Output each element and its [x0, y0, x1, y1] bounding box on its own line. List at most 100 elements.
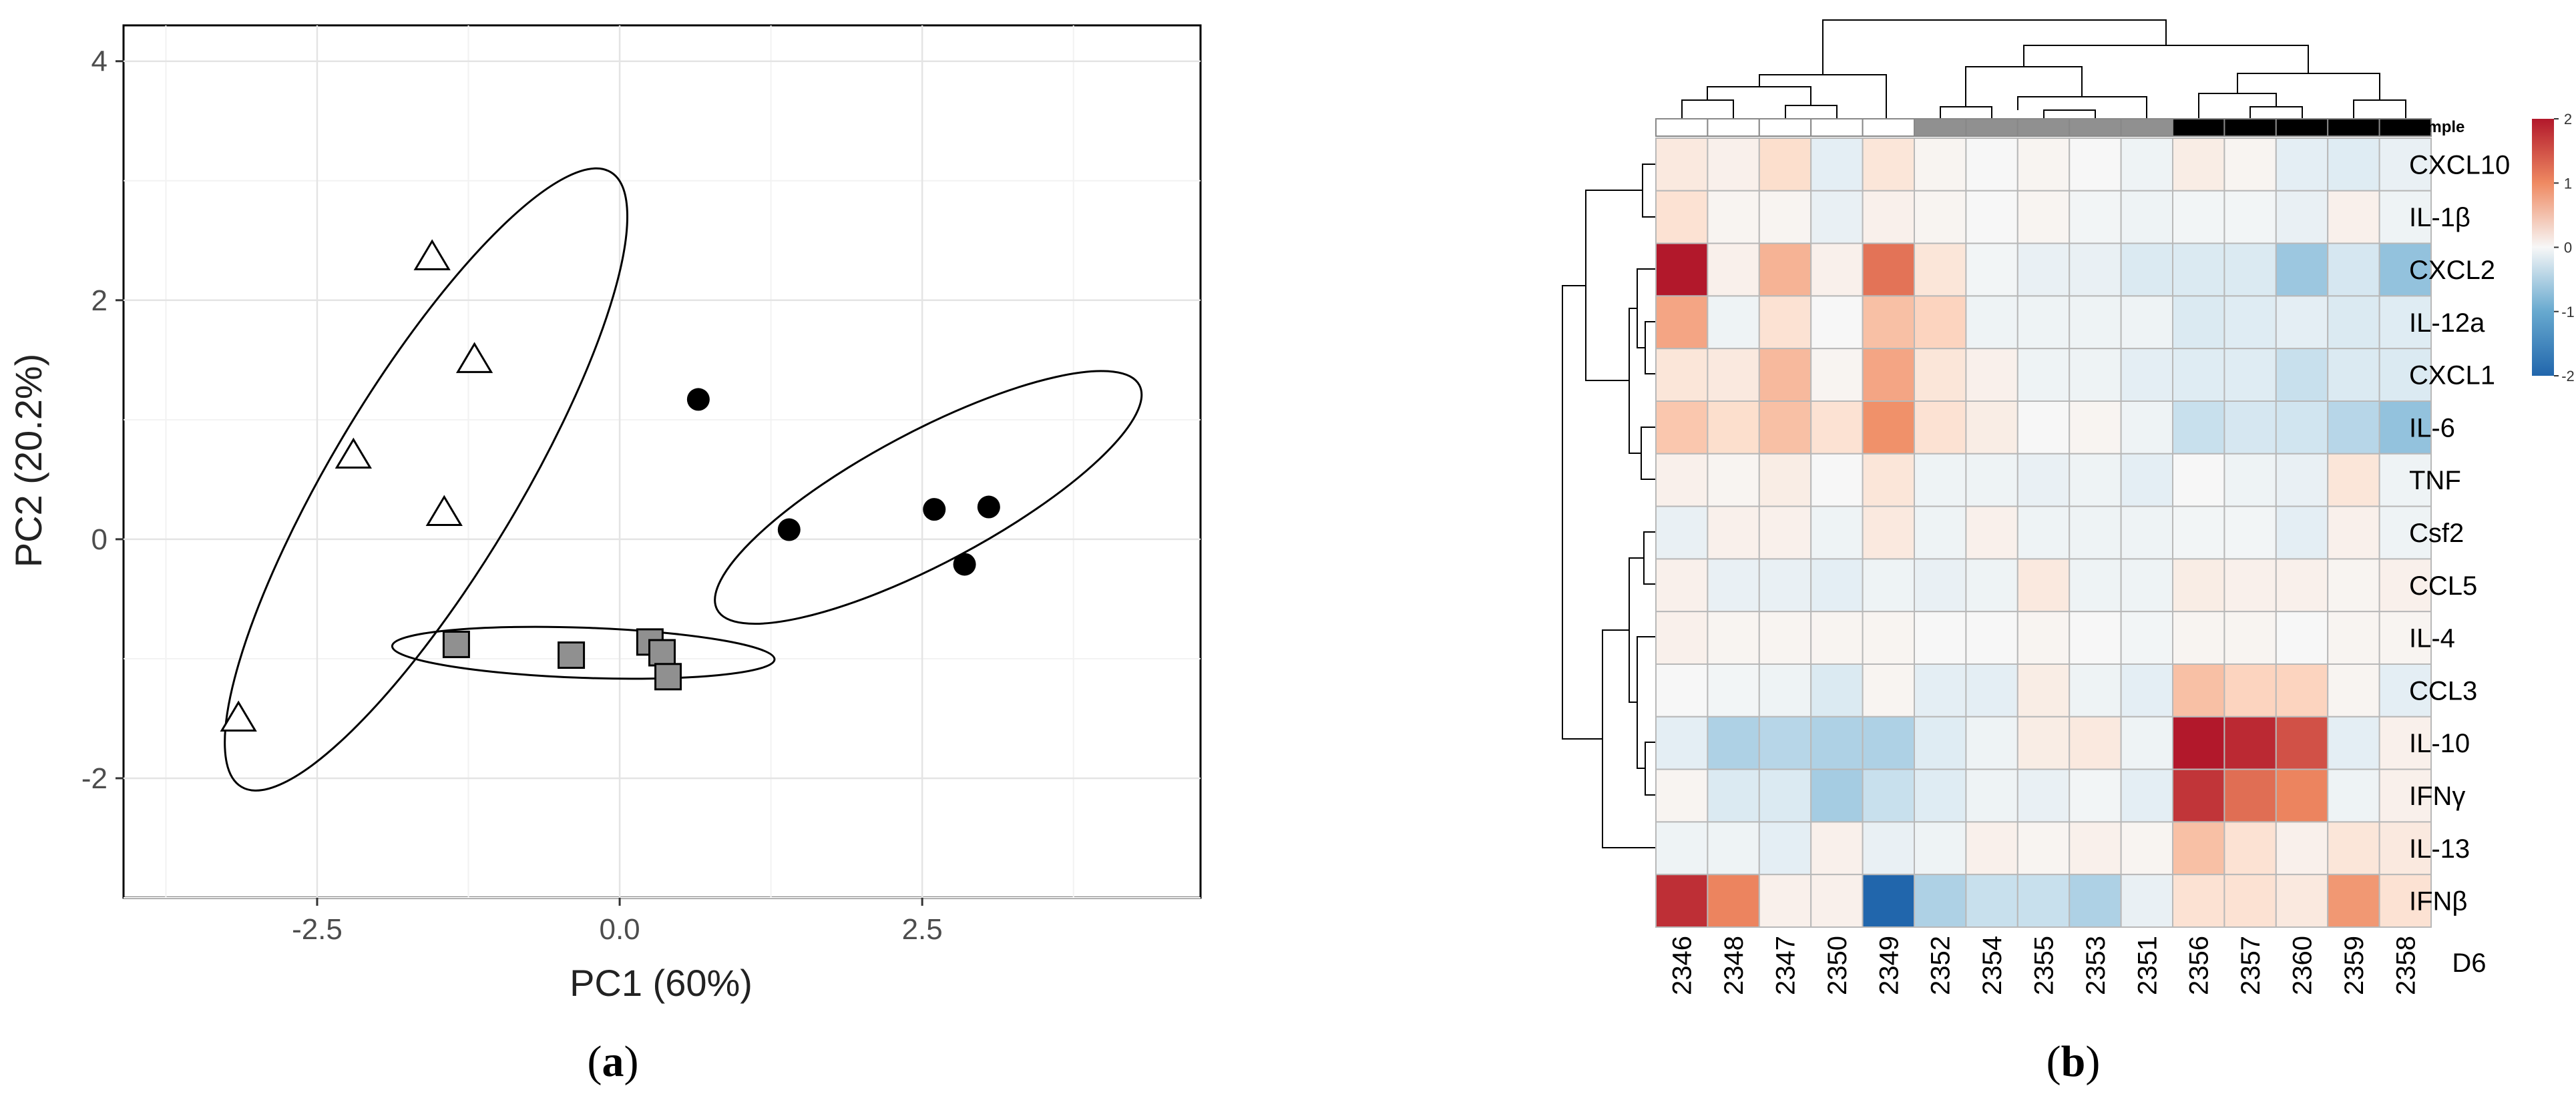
heatmap-cell — [2223, 821, 2277, 876]
heatmap-cell — [2275, 295, 2329, 350]
column-dendrogram — [1681, 19, 2406, 119]
heatmap-cell — [1655, 190, 1709, 244]
col-dendro-path — [2043, 109, 2096, 119]
heatmap-cell — [2172, 348, 2225, 402]
pca-x-tick-label: 2.5 — [902, 913, 943, 946]
col-dendro-path — [1965, 66, 2083, 107]
heatmap-cell — [2223, 874, 2277, 928]
heatmap-cell — [1914, 295, 1967, 350]
heatmap-cell — [2378, 242, 2432, 297]
panel-a-label: (a) — [588, 1037, 639, 1086]
heatmap-cell — [2327, 611, 2380, 665]
heatmap-cell — [2275, 874, 2329, 928]
heatmap-cell — [2016, 558, 2071, 613]
heatmap-cell — [2120, 400, 2174, 455]
row-label: CCL3 — [2409, 676, 2477, 706]
heatmap-cell — [1655, 558, 1709, 613]
heatmap-cell — [2275, 348, 2329, 402]
sample-group-cell — [1810, 118, 1864, 137]
heatmap-cell — [2069, 611, 2122, 665]
sample-group-cell — [1965, 118, 2018, 137]
row-label: IL-10 — [2409, 729, 2470, 758]
heatmap-cell — [1965, 190, 2018, 244]
heatmap-cells — [1655, 137, 2432, 928]
heatmap-cell — [1707, 611, 1760, 665]
heatmap-cell — [2378, 137, 2432, 192]
heatmap-cell — [1914, 716, 1967, 770]
heatmap-cell — [1707, 716, 1760, 770]
row-label: CXCL2 — [2409, 256, 2495, 285]
heatmap-cell — [2223, 505, 2277, 560]
column-label: 2351 — [2133, 936, 2162, 995]
heatmap-cell — [2172, 821, 2225, 876]
pca-points — [220, 239, 1000, 732]
heatmap-cell — [1758, 663, 1812, 718]
heatmap-cell — [1810, 821, 1864, 876]
heatmap-cell — [2172, 558, 2225, 613]
heatmap-cell — [1914, 874, 1967, 928]
heatmap-cell — [1655, 874, 1709, 928]
heatmap-cell — [1758, 716, 1812, 770]
heatmap-cell — [2069, 874, 2122, 928]
pca-point-circle — [953, 553, 976, 576]
heatmap-cell — [1758, 768, 1812, 823]
heatmap-cell — [1862, 558, 1916, 613]
heatmap-cell — [2172, 716, 2225, 770]
heatmap-cell — [2223, 663, 2277, 718]
column-label: 2348 — [1719, 936, 1749, 995]
column-label: 2358 — [2391, 936, 2420, 995]
pca-x-axis-label: PC1 (60%) — [570, 962, 753, 1004]
heatmap-cell — [2275, 768, 2329, 823]
pca-ellipses — [224, 167, 1143, 792]
heatmap-cell — [2120, 453, 2174, 507]
pca-point-square — [648, 639, 676, 667]
heatmap-cell — [2378, 874, 2432, 928]
col-dendro-path — [1681, 99, 1734, 119]
heatmap-cell — [2275, 242, 2329, 297]
heatmap-cell — [2120, 611, 2174, 665]
heatmap-cell — [2223, 242, 2277, 297]
heatmap-cell — [1914, 663, 1967, 718]
heatmap-cell — [2275, 821, 2329, 876]
heatmap-cell — [1914, 137, 1967, 192]
heatmap-cell — [1810, 874, 1864, 928]
heatmap-cell — [1810, 453, 1864, 507]
heatmap-cell — [1655, 453, 1709, 507]
sample-group-cell — [2172, 118, 2225, 137]
heatmap-cell — [1758, 348, 1812, 402]
heatmap-cell — [2275, 453, 2329, 507]
row-label: IFNβ — [2409, 887, 2467, 916]
heatmap-cell — [2172, 242, 2225, 297]
heatmap-cell — [2120, 558, 2174, 613]
heatmap-cell — [1862, 874, 1916, 928]
heatmap-cell — [2069, 190, 2122, 244]
heatmap-cell — [1655, 768, 1709, 823]
column-label: 2354 — [1978, 936, 2007, 995]
pca-point-triangle — [335, 437, 372, 469]
column-label: 2356 — [2185, 936, 2214, 995]
heatmap-cell — [2327, 190, 2380, 244]
row-dendro-path — [1643, 531, 1655, 585]
heatmap-cell — [1862, 400, 1916, 455]
heatmap-cell — [2275, 716, 2329, 770]
heatmap-cell — [1965, 453, 2018, 507]
heatmap-cell — [1862, 663, 1916, 718]
heatmap-cell — [2172, 505, 2225, 560]
col-dendro-path — [2017, 96, 2147, 119]
heatmap-cell — [1655, 821, 1709, 876]
heatmap-cell — [1965, 400, 2018, 455]
heatmap-cell — [1758, 505, 1812, 560]
sample-group-cell — [1707, 118, 1760, 137]
heatmap-cell — [2327, 453, 2380, 507]
heatmap-cell — [1707, 768, 1760, 823]
col-dendro-path — [1759, 74, 1887, 119]
heatmap-cell — [1965, 348, 2018, 402]
heatmap-cell — [2378, 348, 2432, 402]
heatmap-cell — [2172, 295, 2225, 350]
heatmap-cell — [2378, 663, 2432, 718]
heatmap-cell — [1707, 453, 1760, 507]
col-dendro-path — [1822, 19, 2167, 75]
heatmap-cell — [2327, 400, 2380, 455]
heatmap-cell — [2327, 242, 2380, 297]
heatmap-cell — [1965, 768, 2018, 823]
